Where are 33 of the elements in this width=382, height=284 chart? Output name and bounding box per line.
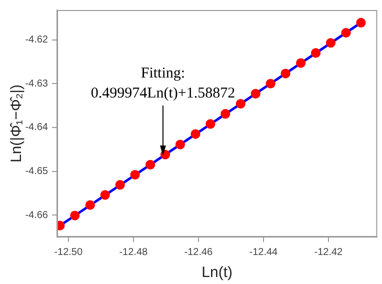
point: [266, 78, 276, 88]
point: [341, 28, 351, 38]
point: [250, 88, 260, 98]
x-tick-label: -12.44: [249, 246, 278, 258]
point: [356, 18, 366, 28]
y-tick-label: -4.65: [25, 166, 48, 178]
point: [85, 200, 95, 210]
y-tick-label: -4.63: [25, 78, 48, 90]
point: [206, 119, 216, 129]
x-axis-title: Ln(t): [202, 264, 233, 282]
point: [310, 48, 321, 58]
point: [326, 38, 336, 48]
point: [280, 68, 290, 78]
annotation: 0.499974Ln(t)+1.58872: [90, 85, 236, 102]
x-tick-label: -12.50: [54, 246, 83, 258]
y-tick-label: -4.62: [25, 34, 48, 46]
point: [130, 170, 140, 180]
y-tick-label: -4.66: [25, 210, 48, 221]
x-tick-label: -12.46: [184, 246, 214, 258]
point: [220, 109, 230, 119]
point: [296, 58, 306, 68]
point: [190, 129, 200, 139]
x-tick-label: -12.48: [119, 246, 148, 258]
point: [115, 180, 125, 190]
annotation: Fitting:: [140, 65, 186, 82]
y-axis-title: Ln(|Φ̂₁−Φ̂₂|): [8, 84, 26, 163]
point: [236, 98, 246, 109]
point: [175, 140, 186, 150]
point: [100, 190, 110, 200]
y-tick-label: -4.64: [25, 122, 48, 134]
point: [145, 160, 156, 170]
point: [70, 210, 80, 220]
x-tick-label: -12.42: [314, 246, 344, 258]
